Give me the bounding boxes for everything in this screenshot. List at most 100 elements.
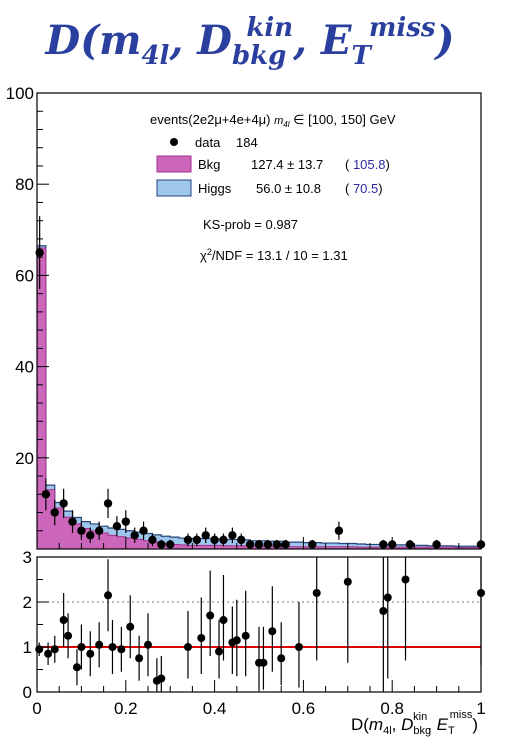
data-point <box>157 540 166 549</box>
ratio-point <box>64 631 73 640</box>
main-y-ticks: 20 40 60 80 100 <box>6 84 482 550</box>
ratio-point <box>197 634 206 642</box>
ratio-point <box>401 575 410 584</box>
y-tick-label: 60 <box>15 266 34 285</box>
legend-bkg-label: Bkg <box>198 157 220 172</box>
ratio-point <box>343 577 352 586</box>
ratio-axes-ticks: 0 1 2 3 0 0.2 0.4 0.6 0.8 1 <box>23 548 486 718</box>
data-point <box>201 531 210 540</box>
data-point <box>405 540 415 549</box>
y-tick-label: 80 <box>15 175 34 194</box>
data-point <box>183 535 193 545</box>
ratio-y-tick-label: 1 <box>23 638 32 657</box>
slide-title: D(m4l, Dbkgkin, ETmiss) <box>45 13 455 71</box>
y-tick-label: 100 <box>6 84 34 103</box>
ratio-point <box>126 622 135 631</box>
ratio-point <box>312 589 321 597</box>
x-tick-label: 0.8 <box>380 699 404 718</box>
stacked-histogram <box>36 245 482 550</box>
data-point <box>68 517 77 526</box>
data-point <box>41 490 51 499</box>
data-point <box>139 526 148 535</box>
ratio-point <box>144 640 152 649</box>
legend-chi2: χ2/NDF = 13.1 / 10 = 1.31 <box>200 247 348 263</box>
x-tick-label: 0.6 <box>292 699 316 718</box>
ratio-point <box>117 645 126 654</box>
legend-ks-prob: KS-prob = 0.987 <box>203 217 298 232</box>
data-point <box>237 535 246 545</box>
ratio-point <box>259 658 268 667</box>
legend: events(2e2μ+4e+4μ) m4l ∈ [100, 150] GeV … <box>150 112 396 263</box>
ratio-point <box>383 593 392 602</box>
data-points <box>35 216 486 549</box>
x-tick-label: 0.2 <box>114 699 138 718</box>
data-point <box>379 540 388 549</box>
data-point <box>130 531 139 540</box>
ratio-point <box>44 649 53 658</box>
ratio-point <box>215 647 224 656</box>
legend-bkg-value: 127.4 ± 13.7 <box>251 157 323 172</box>
ratio-point <box>277 654 286 663</box>
data-point <box>148 535 157 545</box>
x-tick-label: 0 <box>32 699 41 718</box>
data-point <box>263 540 273 549</box>
legend-data-marker <box>170 138 178 146</box>
legend-header: events(2e2μ+4e+4μ) m4l ∈ [100, 150] GeV <box>150 112 396 129</box>
ratio-point <box>219 616 228 624</box>
data-point <box>245 540 255 549</box>
bkg-fill <box>36 247 482 550</box>
legend-bkg-swatch <box>156 155 192 173</box>
ratio-point <box>294 643 303 651</box>
data-point <box>219 535 228 545</box>
data-point <box>334 526 344 535</box>
data-point <box>121 517 130 526</box>
ratio-point <box>108 643 117 651</box>
y-tick-label: 40 <box>15 358 34 377</box>
ratio-point <box>206 611 215 620</box>
ratio-point <box>232 636 241 645</box>
ratio-point <box>77 643 86 651</box>
ratio-point <box>72 663 81 672</box>
x-tick-label: 0.4 <box>203 699 227 718</box>
ratio-y-tick-label: 2 <box>23 593 32 612</box>
ratio-point <box>95 640 104 649</box>
data-point <box>308 540 317 549</box>
data-point <box>94 526 104 535</box>
ratio-point <box>157 674 166 683</box>
ratio-point <box>183 643 192 651</box>
ratio-point <box>104 591 113 600</box>
higgs-fill <box>37 245 481 549</box>
legend-data-count: 184 <box>236 135 258 150</box>
y-tick-label: 20 <box>15 449 34 468</box>
ratio-y-tick-label: 3 <box>23 548 32 567</box>
x-axis-label: D(m4l, Dbkgkin, ETmiss) <box>351 709 478 737</box>
data-point <box>77 526 86 535</box>
ratio-point <box>86 649 95 658</box>
legend-higgs-label: Higgs <box>198 181 232 196</box>
ratio-point <box>50 645 59 654</box>
data-point <box>59 499 68 508</box>
ratio-points <box>35 557 485 692</box>
higgs-outline <box>37 245 481 547</box>
legend-higgs-swatch <box>156 179 192 197</box>
ratio-point <box>268 627 277 636</box>
legend-data-label: data <box>195 135 221 150</box>
ratio-point <box>135 654 144 663</box>
data-point <box>228 531 237 540</box>
legend-higgs-value: 56.0 ± 10.8 <box>256 181 321 196</box>
data-point <box>192 535 202 545</box>
ratio-point <box>379 607 388 615</box>
data-point <box>50 508 59 517</box>
data-point <box>103 499 113 508</box>
legend-bkg-ref: ( 105.8) <box>345 157 390 172</box>
x-tick-label: 1 <box>476 699 485 718</box>
ratio-y-tick-label: 0 <box>23 683 32 702</box>
legend-higgs-ref: ( 70.5) <box>345 181 383 196</box>
data-point <box>112 522 122 531</box>
ratio-point <box>241 631 250 640</box>
data-point <box>272 540 281 549</box>
ratio-point <box>59 616 68 624</box>
data-point <box>281 540 290 549</box>
data-point <box>86 531 95 540</box>
